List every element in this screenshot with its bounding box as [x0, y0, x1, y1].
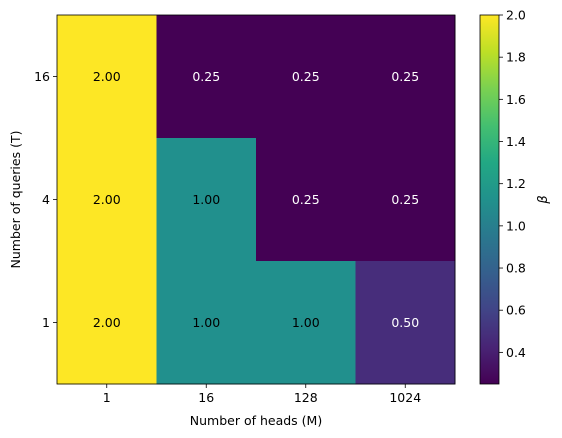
cell-value-label: 0.50	[391, 315, 419, 330]
colorbar-tick-label: 0.4	[506, 345, 526, 360]
colorbar-tick-label: 1.6	[506, 92, 526, 107]
cell-value-label: 2.00	[93, 315, 121, 330]
cell-value-label: 1.00	[292, 315, 320, 330]
colorbar-frame	[479, 14, 500, 385]
heatmap-cell	[256, 261, 356, 385]
y-tick-label: 1	[42, 315, 50, 330]
cell-value-label: 1.00	[192, 192, 220, 207]
y-tick-label: 16	[34, 69, 50, 84]
cell-value-label: 0.25	[292, 69, 320, 84]
colorbar-tick-label: 0.8	[506, 261, 526, 276]
x-axis: 1 16 128 1024	[103, 384, 421, 405]
cell-value-label: 0.25	[391, 69, 419, 84]
cell-value-label: 0.25	[391, 192, 419, 207]
colorbar-tick-label: 1.2	[506, 176, 526, 191]
cell-value-label: 2.00	[93, 69, 121, 84]
x-tick-label: 16	[198, 390, 214, 405]
x-tick-label: 128	[294, 390, 318, 405]
heatmap-cell	[355, 261, 456, 385]
cell-value-label: 0.25	[192, 69, 220, 84]
heatmap-cell	[57, 261, 157, 385]
heatmap-cell-labels: 2.00 0.25 0.25 0.25 2.00 1.00 0.25 0.25 2.00 1.00…	[93, 69, 419, 330]
colorbar-tick-label: 1.0	[506, 218, 526, 233]
colorbar-ticks: 0.4 0.6 0.8 1.0 1.2 1.4 1.6 1.8 2.0	[499, 8, 526, 360]
heatmap-cell	[156, 261, 257, 385]
colorbar-label: β	[536, 195, 551, 204]
colorbar	[480, 15, 499, 384]
heatmap-cell	[355, 15, 456, 139]
heatmap-cells	[57, 15, 456, 385]
colorbar-tick-label: 1.4	[506, 134, 526, 149]
cell-value-label: 1.00	[192, 315, 220, 330]
heatmap-cell	[156, 138, 257, 262]
x-tick-label: 1	[103, 390, 111, 405]
y-tick-label: 4	[42, 192, 50, 207]
heatmap-cell	[256, 138, 356, 262]
colorbar-tick-label: 2.0	[506, 8, 526, 23]
x-axis-label: Number of heads (M)	[190, 413, 322, 428]
heatmap-cell	[57, 138, 157, 262]
colorbar-tick-label: 1.8	[506, 50, 526, 65]
heatmap-cell	[256, 15, 356, 139]
cell-value-label: 0.25	[292, 192, 320, 207]
heatmap-cell	[156, 15, 257, 139]
x-tick-label: 1024	[389, 390, 421, 405]
cell-value-label: 2.00	[93, 192, 121, 207]
heatmap-cell	[355, 138, 456, 262]
heatmap-cell	[57, 15, 157, 139]
y-axis-label: Number of queries (T)	[8, 131, 23, 269]
colorbar-tick-label: 0.6	[506, 303, 526, 318]
